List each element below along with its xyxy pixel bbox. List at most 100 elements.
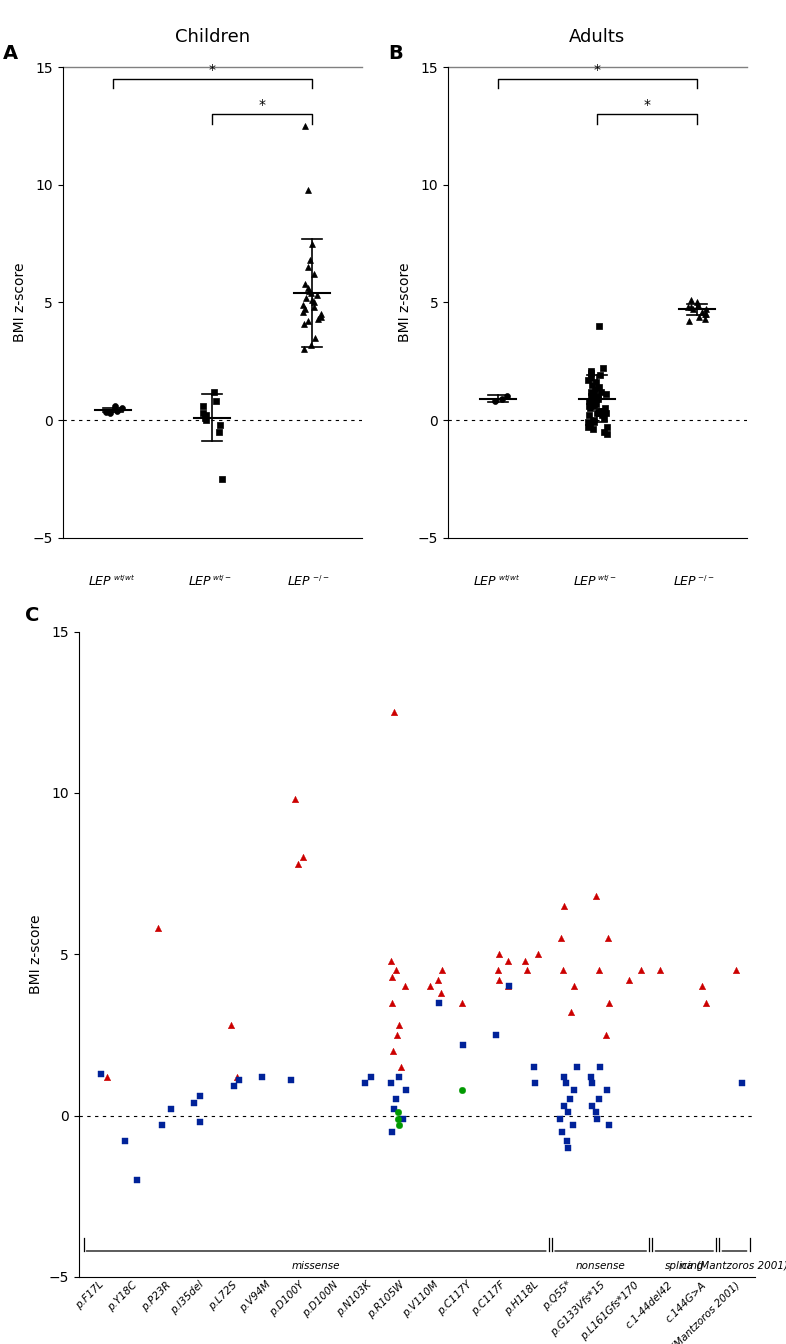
Point xyxy=(359,1073,372,1094)
Point xyxy=(570,1056,582,1078)
Point xyxy=(116,398,128,419)
Point xyxy=(591,386,604,407)
Point xyxy=(692,306,705,328)
Point xyxy=(699,308,711,329)
Point xyxy=(593,402,606,423)
Point xyxy=(623,969,635,991)
Point xyxy=(304,250,317,271)
Point xyxy=(101,1066,113,1087)
Text: $^{\mathit{-/-}}$: $^{\mathit{-/-}}$ xyxy=(312,575,329,585)
Point xyxy=(387,1040,399,1062)
Point xyxy=(603,1114,615,1136)
Point xyxy=(301,257,314,278)
Point xyxy=(111,401,123,422)
Point xyxy=(585,367,597,388)
Point xyxy=(130,1169,143,1191)
Point xyxy=(582,417,594,438)
Point xyxy=(224,1015,237,1036)
Text: $\mathit{LEP}$: $\mathit{LEP}$ xyxy=(188,575,212,589)
Text: $\mathit{LEP}$: $\mathit{LEP}$ xyxy=(473,575,498,589)
Point xyxy=(196,395,209,417)
Point xyxy=(501,386,513,407)
Point xyxy=(587,409,600,430)
Point xyxy=(386,1121,399,1142)
Point xyxy=(529,1073,542,1094)
Point xyxy=(392,1107,405,1129)
Point xyxy=(567,1079,580,1101)
Point xyxy=(303,280,315,301)
Text: *: * xyxy=(594,63,601,77)
Point xyxy=(395,1056,407,1078)
Point xyxy=(601,423,613,445)
Point xyxy=(583,405,596,426)
Text: *: * xyxy=(209,63,215,77)
Point xyxy=(432,992,445,1013)
Point xyxy=(385,966,398,988)
Point xyxy=(289,789,302,810)
Point xyxy=(228,1075,241,1097)
Point xyxy=(584,382,597,403)
Text: B: B xyxy=(388,44,403,63)
Point xyxy=(564,1089,576,1110)
Point xyxy=(519,950,531,972)
Point xyxy=(601,417,613,438)
Point xyxy=(601,1079,613,1101)
Point xyxy=(365,1066,377,1087)
Point xyxy=(391,1024,403,1046)
Point xyxy=(692,294,704,316)
Point xyxy=(95,1063,108,1085)
Point xyxy=(108,395,121,417)
Point xyxy=(297,301,310,323)
Point xyxy=(501,976,514,997)
Point xyxy=(311,308,324,329)
Point xyxy=(308,263,321,285)
Point xyxy=(230,1066,243,1087)
Point xyxy=(594,401,607,422)
Point xyxy=(557,1066,570,1087)
Point xyxy=(587,383,600,405)
Point xyxy=(306,233,318,254)
Point xyxy=(681,297,694,319)
Point xyxy=(301,278,314,300)
Point xyxy=(520,960,533,981)
Point xyxy=(306,289,318,310)
Point xyxy=(456,1079,468,1101)
Point xyxy=(699,304,711,325)
Point xyxy=(682,310,695,332)
Point xyxy=(560,1073,572,1094)
Point xyxy=(691,292,703,313)
Point xyxy=(299,288,312,309)
Point xyxy=(307,292,320,313)
Text: $^{\mathit{wt/wt}}$: $^{\mathit{wt/wt}}$ xyxy=(498,575,520,585)
Point xyxy=(297,313,310,335)
Point xyxy=(593,364,606,386)
Point xyxy=(700,304,712,325)
Point xyxy=(591,402,604,423)
Point xyxy=(298,339,310,360)
Text: na (Mantzoros 2001): na (Mantzoros 2001) xyxy=(681,1261,786,1270)
Y-axis label: BMI z-score: BMI z-score xyxy=(399,262,413,343)
Point xyxy=(590,1107,603,1129)
Point xyxy=(399,1079,412,1101)
Point xyxy=(387,702,400,723)
Point xyxy=(200,405,212,426)
Point xyxy=(593,960,605,981)
Point xyxy=(296,294,309,316)
Point xyxy=(387,1098,400,1120)
Point xyxy=(590,1102,602,1124)
Text: nonsense: nonsense xyxy=(576,1261,626,1270)
Point xyxy=(586,392,599,414)
Point xyxy=(564,1001,577,1023)
Point xyxy=(567,1114,579,1136)
Point xyxy=(212,421,225,442)
Point xyxy=(562,1102,575,1124)
Point xyxy=(597,407,610,429)
Point xyxy=(635,960,648,981)
Point xyxy=(489,390,501,411)
Point xyxy=(730,960,743,981)
Point xyxy=(554,927,567,949)
Point xyxy=(590,886,603,907)
Point xyxy=(600,402,612,423)
Point xyxy=(589,379,601,401)
Point xyxy=(233,1070,245,1091)
